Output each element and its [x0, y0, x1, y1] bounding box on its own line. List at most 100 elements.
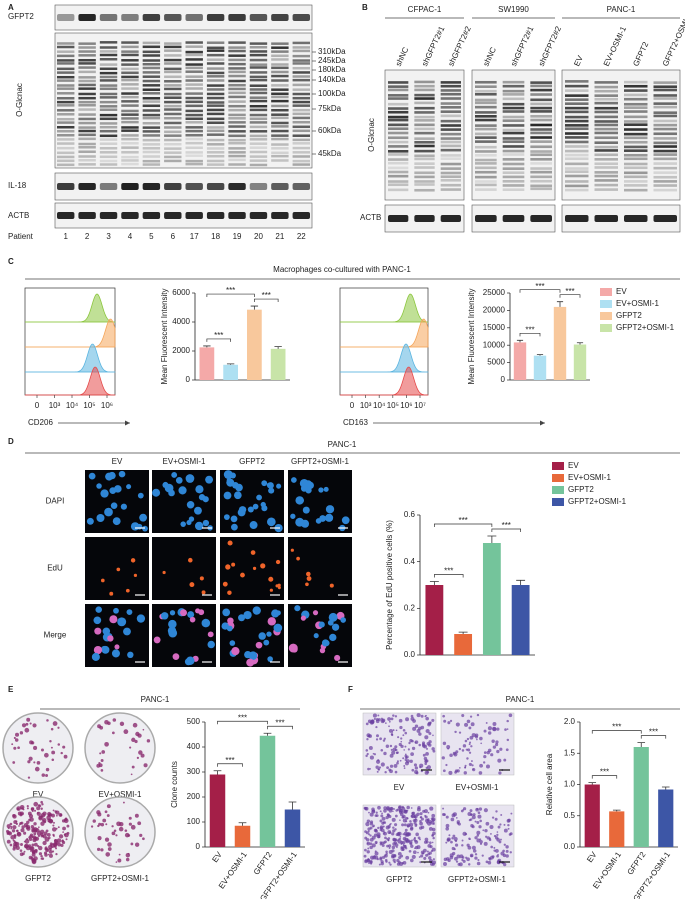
colony: [31, 850, 36, 854]
band: [249, 130, 268, 133]
band: [164, 143, 182, 146]
cell: [431, 747, 435, 751]
protein-label: O-Glcnac: [367, 118, 376, 152]
cell: [268, 487, 275, 494]
band: [228, 49, 246, 53]
cell: [231, 523, 238, 531]
cell: [127, 651, 134, 659]
image-label: GFPT2+OSMI-1: [91, 874, 150, 883]
group-label: CFPAC-1: [408, 5, 442, 14]
band: [530, 106, 552, 110]
cell: [392, 714, 395, 717]
colony: [41, 857, 45, 860]
cell: [325, 513, 334, 522]
cell: [414, 740, 419, 745]
band: [228, 158, 246, 162]
colony: [52, 809, 55, 812]
band: [530, 93, 552, 96]
band: [440, 157, 461, 161]
cell: [418, 743, 422, 747]
colony: [13, 736, 16, 740]
colony: [15, 820, 18, 823]
colony: [6, 824, 11, 829]
cell: [383, 821, 387, 824]
colony: [33, 745, 38, 751]
group-label: PANC-1: [607, 5, 636, 14]
cell: [379, 843, 383, 846]
band: [142, 113, 161, 117]
band: [388, 81, 409, 84]
band: [271, 50, 289, 53]
cell: [425, 853, 429, 857]
cell: [390, 822, 392, 825]
band: [414, 183, 435, 186]
cell: [416, 845, 421, 850]
cell: [414, 818, 417, 821]
cell: [394, 715, 398, 718]
error-bar: [612, 809, 621, 812]
legend-swatch: [600, 288, 612, 296]
error-bar: [588, 782, 597, 785]
band: [440, 167, 461, 170]
cell: [455, 750, 459, 754]
colony: [9, 822, 13, 826]
cell: [427, 722, 431, 727]
band: [99, 79, 118, 82]
cell: [175, 477, 183, 484]
band: [440, 132, 461, 136]
cell: [483, 754, 487, 759]
cell: [503, 758, 507, 762]
cell: [469, 715, 473, 718]
cell: [240, 572, 245, 578]
cell: [457, 822, 461, 826]
colony: [140, 753, 145, 758]
band: [228, 154, 246, 158]
cell: [432, 860, 436, 865]
band: [440, 81, 461, 84]
band: [142, 50, 161, 54]
cell: [369, 837, 374, 842]
cell: [395, 833, 399, 836]
band: [502, 110, 525, 113]
band: [565, 149, 589, 153]
cell: [415, 839, 418, 842]
cell: [291, 477, 297, 483]
band: [249, 104, 268, 108]
colony: [115, 861, 118, 863]
band: [292, 41, 310, 45]
bar: [553, 306, 567, 380]
flow-tick-label: 10⁵: [83, 401, 95, 410]
cell: [389, 863, 392, 866]
band: [142, 62, 161, 66]
band: [292, 14, 310, 21]
cell: [461, 713, 465, 718]
flow-histogram: [340, 343, 429, 373]
band: [185, 129, 203, 133]
band: [624, 145, 648, 149]
blot: [54, 32, 313, 169]
cell: [496, 838, 500, 842]
significance-label: ***: [565, 287, 574, 296]
colony: [40, 813, 46, 818]
column-label: EV+OSMI-1: [163, 457, 206, 466]
micrograph: [288, 537, 352, 600]
cell: [290, 548, 294, 552]
cell: [429, 845, 433, 849]
significance-label: ***: [649, 728, 658, 737]
colony: [100, 759, 104, 762]
band: [594, 171, 618, 174]
cell: [383, 751, 387, 756]
cell: [96, 513, 105, 523]
band: [185, 70, 203, 73]
band: [414, 157, 435, 161]
cell: [491, 855, 495, 859]
protein-label: O-Glcnac: [15, 83, 24, 117]
cell: [365, 722, 369, 726]
band: [530, 88, 552, 92]
cell: [469, 741, 472, 744]
cell: [397, 736, 400, 739]
lane-label: shGFPT2#1: [420, 24, 447, 67]
cell: [369, 834, 372, 837]
band: [142, 59, 161, 62]
cell: [402, 728, 406, 732]
